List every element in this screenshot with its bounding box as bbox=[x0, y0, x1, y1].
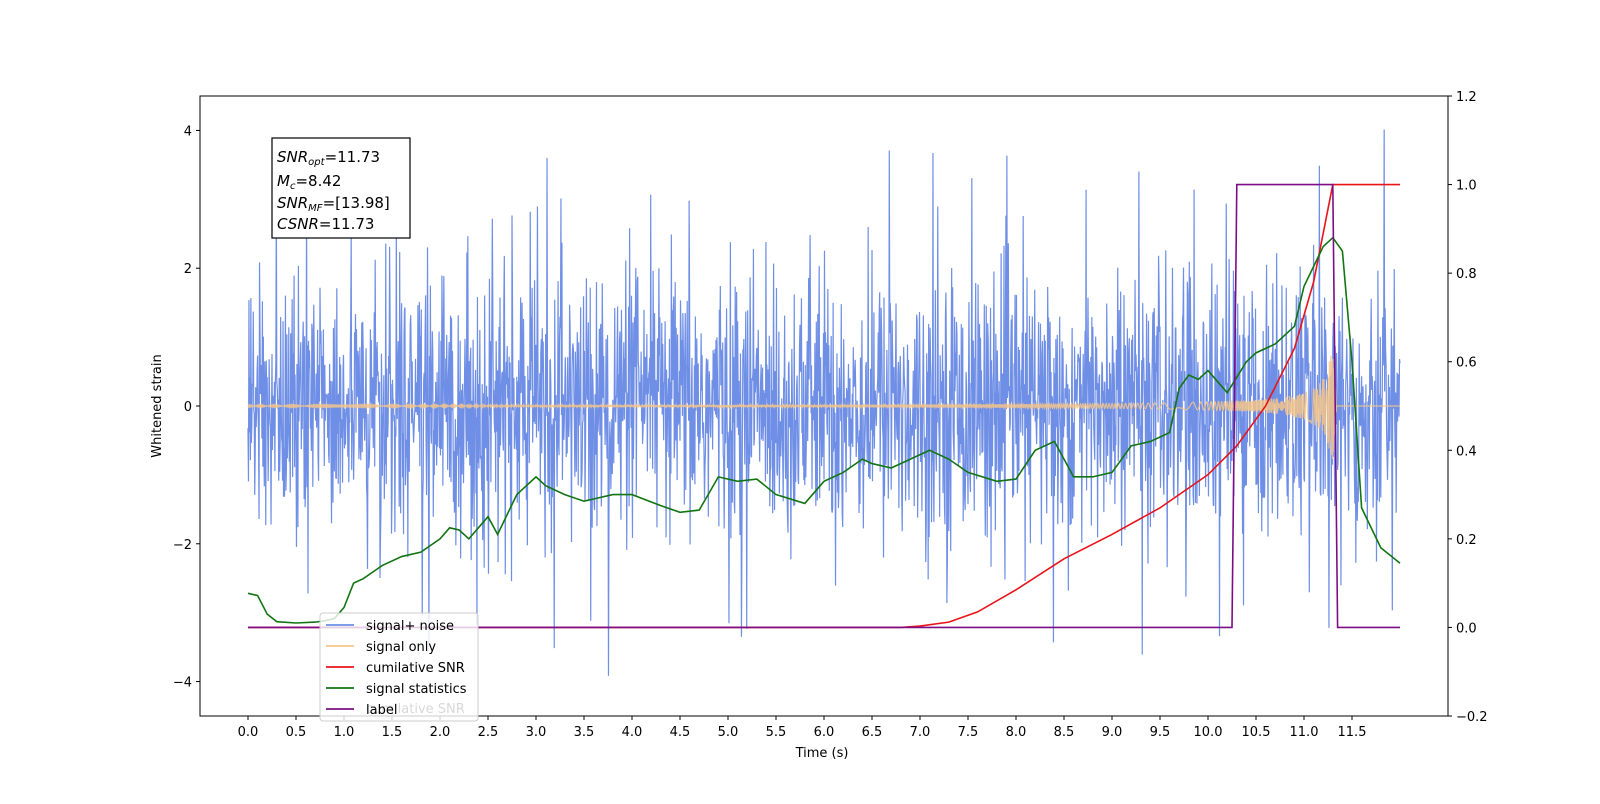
x-tick-label: 11.0 bbox=[1290, 725, 1319, 740]
x-axis-ticks: 0.0 0.5 1.0 1.5 2.0 2.5 3.0 3.5 4.0 4.5 5.0 5.5 6.0 6… bbox=[238, 716, 1367, 740]
y-right-tick-label: 0.8 bbox=[1456, 267, 1477, 282]
x-tick-label: 2.5 bbox=[478, 725, 499, 740]
legend-ghost-text: cumilative SNR bbox=[366, 702, 465, 717]
legend: cumilative SNR signal+ noise signal only c… bbox=[319, 612, 479, 722]
y-left-tick-label: −4 bbox=[173, 676, 192, 691]
annotation-mc-value: =8.42 bbox=[295, 172, 341, 190]
x-tick-label: 0.5 bbox=[286, 725, 307, 740]
x-tick-label: 1.5 bbox=[382, 725, 403, 740]
y-right-tick-label: 1.0 bbox=[1456, 179, 1477, 194]
series-layer bbox=[247, 129, 1401, 676]
series-signal-only-line bbox=[247, 355, 1400, 460]
y-right-tick-label: 0.6 bbox=[1456, 356, 1477, 371]
x-tick-label: 4.0 bbox=[622, 725, 643, 740]
x-tick-label: 9.0 bbox=[1102, 725, 1123, 740]
annotation-mc: Mc=8.42 bbox=[277, 172, 341, 192]
x-tick-label: 1.0 bbox=[334, 725, 355, 740]
legend-label: signal only bbox=[366, 640, 436, 655]
annotation-snr-mf-value: =[13.98] bbox=[323, 194, 390, 212]
legend-frame bbox=[319, 612, 479, 722]
x-tick-label: 4.5 bbox=[670, 725, 691, 740]
y-left-tick-label: 4 bbox=[184, 124, 192, 139]
x-tick-label: 9.5 bbox=[1150, 725, 1171, 740]
annotation-box: SNRopt=11.73 Mc=8.42 SNRMF=[13.98] CSNR=… bbox=[271, 137, 411, 239]
series-label-line bbox=[248, 183, 1400, 629]
annotation-snr-mf: SNRMF=[13.98] bbox=[277, 194, 390, 214]
series-signal-statistics-line bbox=[247, 236, 1401, 624]
annotation-snr-opt-value: =11.73 bbox=[325, 148, 381, 166]
x-tick-label: 5.0 bbox=[718, 725, 739, 740]
series-cumilative-snr-line bbox=[248, 183, 1400, 629]
y-axis-right-ticks: 1.2 1.0 0.8 0.6 0.4 0.2 0.0 −0.2 bbox=[1448, 90, 1488, 725]
x-tick-label: 10.5 bbox=[1242, 725, 1271, 740]
x-tick-label: 10.0 bbox=[1194, 725, 1223, 740]
x-axis-label: Time (s) bbox=[795, 746, 849, 761]
y-right-tick-label: −0.2 bbox=[1456, 710, 1488, 725]
y-axis-left-ticks: 4 2 0 −2 −4 bbox=[173, 124, 200, 691]
annotation-frame bbox=[271, 137, 411, 239]
series-signal-noise-line bbox=[247, 129, 1401, 676]
x-tick-label: 8.5 bbox=[1054, 725, 1075, 740]
x-tick-label: 6.0 bbox=[814, 725, 835, 740]
annotation-snr-opt-sub: opt bbox=[308, 157, 325, 168]
annotation-snr-mf-label: SNR bbox=[277, 194, 308, 212]
y-right-tick-label: 0.4 bbox=[1456, 444, 1477, 459]
x-tick-label: 8.0 bbox=[1006, 725, 1027, 740]
annotation-csnr-label: CSNR bbox=[277, 215, 319, 233]
annotation-snr-mf-sub: MF bbox=[308, 203, 323, 214]
y-left-tick-label: 0 bbox=[184, 400, 192, 415]
annotation-csnr-value: =11.73 bbox=[319, 215, 375, 233]
legend-entries: signal+ noise signal only cumilative SNR si… bbox=[326, 619, 467, 718]
y-right-tick-label: 0.2 bbox=[1456, 533, 1477, 548]
annotation-snr-opt-label: SNR bbox=[277, 148, 308, 166]
x-tick-label: 3.5 bbox=[574, 725, 595, 740]
annotation-csnr: CSNR=11.73 bbox=[277, 215, 374, 233]
x-tick-label: 2.0 bbox=[430, 725, 451, 740]
legend-label: label bbox=[366, 703, 397, 718]
annotation-snr-opt: SNRopt=11.73 bbox=[277, 148, 380, 168]
legend-label: signal+ noise bbox=[366, 619, 454, 634]
legend-label: cumilative SNR bbox=[366, 661, 465, 676]
y-left-tick-label: 2 bbox=[184, 262, 192, 277]
x-tick-label: 3.0 bbox=[526, 725, 547, 740]
x-tick-label: 6.5 bbox=[862, 725, 883, 740]
legend-label: signal statistics bbox=[366, 682, 467, 697]
x-tick-label: 0.0 bbox=[238, 725, 259, 740]
y-left-tick-label: −2 bbox=[173, 538, 192, 553]
annotation-mc-label: M bbox=[277, 172, 290, 190]
x-tick-label: 5.5 bbox=[766, 725, 787, 740]
x-tick-label: 7.5 bbox=[958, 725, 979, 740]
x-tick-label: 7.0 bbox=[910, 725, 931, 740]
y-axis-label: Whitened strain bbox=[150, 354, 165, 457]
y-right-tick-label: 1.2 bbox=[1456, 90, 1477, 105]
x-tick-label: 11.5 bbox=[1338, 725, 1367, 740]
y-right-tick-label: 0.0 bbox=[1456, 621, 1477, 636]
annotation-mc-sub: c bbox=[290, 181, 296, 192]
